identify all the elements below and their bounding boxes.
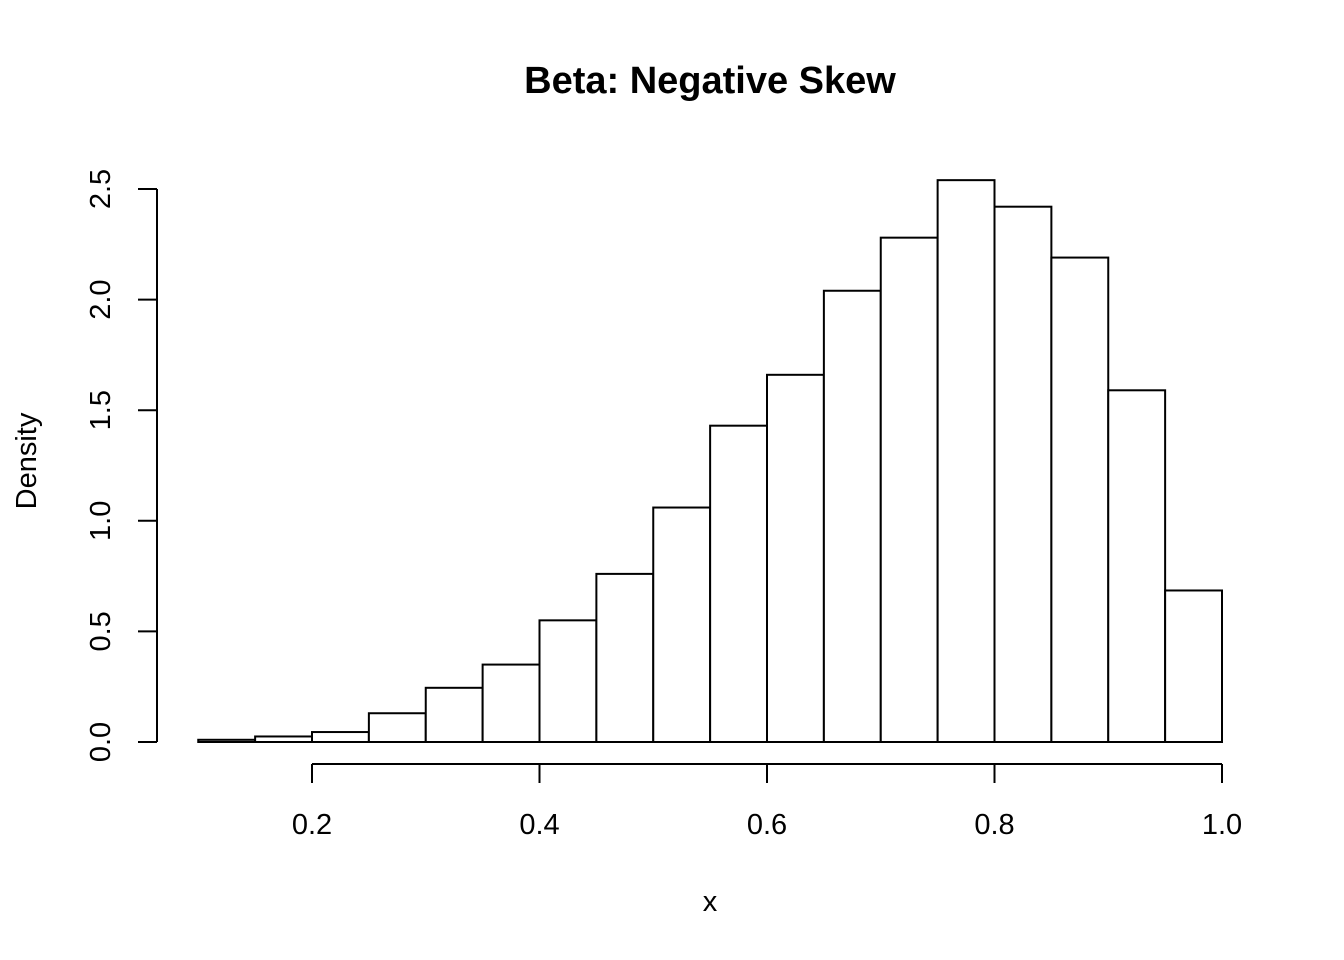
- y-tick-label-3: 1.5: [85, 390, 117, 430]
- histogram-bar-12: [879, 236, 939, 743]
- chart-title: Beta: Negative Skew: [524, 60, 896, 102]
- histogram-bar-17: [1164, 589, 1223, 744]
- y-tick-label-5: 2.5: [85, 169, 117, 209]
- x-tick-label-0: 0.2: [292, 809, 332, 841]
- x-axis: 0.2 0.4 0.6 0.8 1.0: [292, 763, 1242, 841]
- y-axis-label: Density: [11, 412, 43, 509]
- y-tick-label-0: 0.0: [85, 722, 117, 762]
- histogram-bar-8: [652, 506, 712, 744]
- histogram-bar-3: [367, 712, 427, 744]
- x-axis-label: x: [703, 886, 718, 918]
- histogram-bar-7: [595, 572, 655, 743]
- y-tick-label-4: 2.0: [85, 279, 117, 319]
- histogram-bar-0: [197, 738, 257, 744]
- histogram-bar-9: [709, 424, 768, 743]
- y-axis: 0.0 0.5 1.0 1.5 2.0 2.5: [85, 169, 158, 762]
- histogram-bar-15: [1050, 256, 1110, 743]
- x-tick-label-1: 0.4: [519, 809, 559, 841]
- bars-group: [197, 179, 1223, 744]
- histogram-bar-4: [424, 686, 484, 744]
- histogram-bar-10: [766, 373, 825, 743]
- histogram-bar-1: [254, 735, 313, 743]
- y-tick-label-2: 1.0: [85, 501, 117, 541]
- x-tick-label-3: 0.8: [974, 809, 1014, 841]
- histogram-bar-13: [936, 179, 996, 744]
- histogram-bar-16: [1107, 389, 1167, 743]
- x-tick-label-2: 0.6: [747, 809, 787, 841]
- histogram-bar-2: [311, 731, 370, 744]
- y-tick-label-1: 0.5: [85, 611, 117, 651]
- histogram-bar-14: [993, 205, 1053, 744]
- histogram-bar-6: [538, 619, 598, 744]
- x-tick-label-4: 1.0: [1202, 809, 1242, 841]
- histogram-bar-5: [481, 663, 541, 744]
- histogram-bar-11: [822, 289, 882, 743]
